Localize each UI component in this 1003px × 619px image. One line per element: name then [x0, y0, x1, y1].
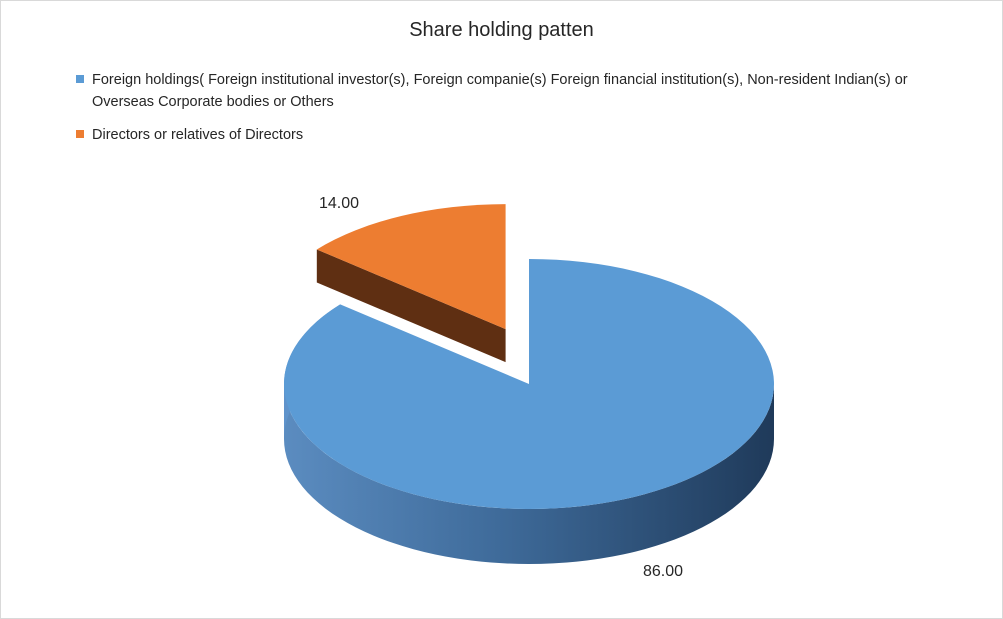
- legend-label-foreign-holdings: Foreign holdings( Foreign institutional …: [92, 72, 908, 110]
- pie-slice-foreign-holdings: [283, 259, 774, 509]
- legend-item-directors: Directors or relatives of Directors: [76, 124, 956, 146]
- data-label-directors: 14.00: [319, 195, 359, 212]
- pie-slice-side-foreign-holdings: [284, 384, 774, 564]
- pie-slice-side-directors: [316, 249, 506, 363]
- chart-legend: Foreign holdings( Foreign institutional …: [76, 69, 956, 157]
- data-label-foreign-holdings: 86.00: [643, 563, 683, 580]
- legend-label-directors: Directors or relatives of Directors: [92, 127, 304, 143]
- chart-title: Share holding patten: [409, 19, 594, 41]
- legend-swatch-directors: [76, 130, 84, 138]
- legend-swatch-foreign-holdings: [76, 75, 84, 83]
- legend-item-foreign-holdings: Foreign holdings( Foreign institutional …: [76, 69, 956, 113]
- pie-slice-directors: [316, 204, 506, 330]
